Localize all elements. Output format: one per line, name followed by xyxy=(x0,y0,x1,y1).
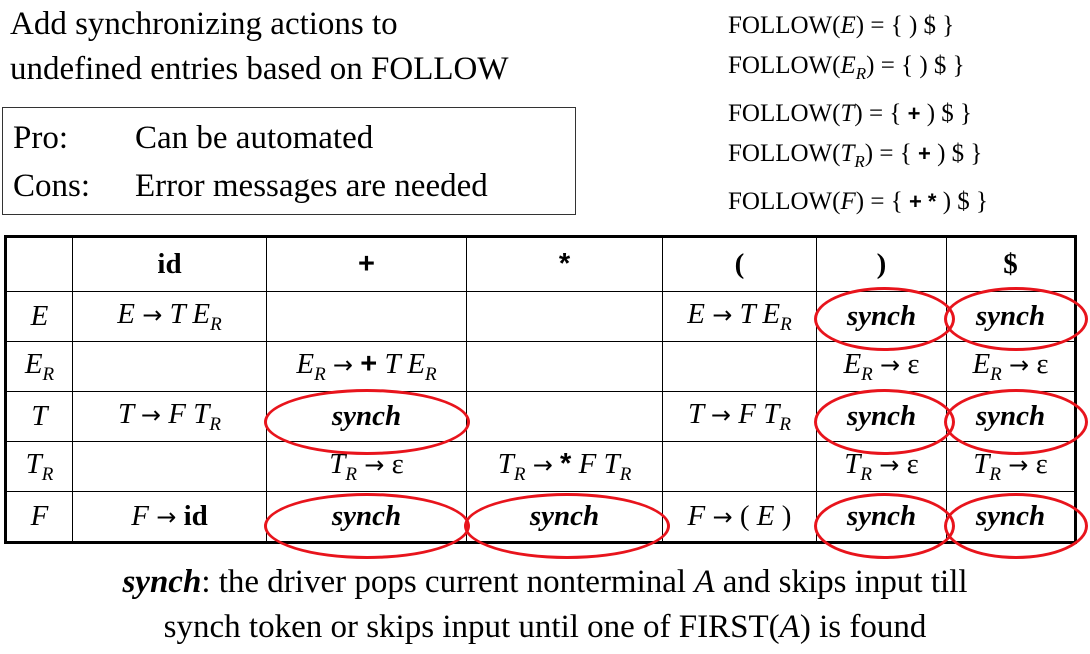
follow-line-tr: FOLLOW(TR) = { + ) $ } xyxy=(728,140,983,171)
intro-text: Add synchronizing actions to undefined e… xyxy=(10,2,509,92)
intro-line-1: Add synchronizing actions to xyxy=(10,6,398,42)
table-row: TR TR → ε TR → * F TR TR → ε TR → ε xyxy=(5,441,1076,492)
pro-row: Pro: Can be automated xyxy=(3,114,575,162)
row-label-e: E xyxy=(5,291,73,342)
footer-line-1: synch: the driver pops current nontermin… xyxy=(122,564,968,600)
table-row: T T → F TR synch T → F TR synch synch xyxy=(5,391,1076,442)
cell-f-star: synch xyxy=(466,491,663,543)
header-dollar: $ xyxy=(946,236,1076,292)
cell-t-plus: synch xyxy=(266,391,467,442)
header-id: id xyxy=(72,236,267,292)
cell-tr-lparen xyxy=(662,441,817,492)
pro-text: Can be automated xyxy=(135,120,374,156)
cell-e-lparen: E → T ER xyxy=(662,291,817,342)
follow-sets: FOLLOW(E) = { ) $ } FOLLOW(ER) = { ) $ }… xyxy=(728,6,988,222)
table-row: E E → T ER E → T ER synch synch xyxy=(5,291,1076,342)
cell-er-dollar: ER → ε xyxy=(946,341,1076,392)
cell-e-dollar: synch xyxy=(946,291,1076,342)
parse-table: id + * ( ) $ E E → T ER E → T ER synch s… xyxy=(4,235,1077,544)
cons-row: Cons: Error messages are needed xyxy=(3,162,575,210)
cons-label: Cons: xyxy=(13,168,91,204)
cell-f-plus: synch xyxy=(266,491,467,543)
cell-f-rparen: synch xyxy=(816,491,947,543)
follow-line-er: FOLLOW(ER) = { ) $ } xyxy=(728,52,965,83)
cell-tr-star: TR → * F TR xyxy=(466,441,663,492)
pro-cons-box: Pro: Can be automated Cons: Error messag… xyxy=(2,107,576,215)
cell-er-plus: ER → + T ER xyxy=(266,341,467,392)
follow-line-t: FOLLOW(T) = { + ) $ } xyxy=(728,100,973,127)
cell-t-dollar: synch xyxy=(946,391,1076,442)
table-row: ER ER → + T ER ER → ε ER → ε xyxy=(5,341,1076,392)
header-lparen: ( xyxy=(662,236,817,292)
cell-e-plus xyxy=(266,291,467,342)
row-label-er: ER xyxy=(5,341,73,392)
cell-t-id: T → F TR xyxy=(72,391,267,442)
header-star: * xyxy=(466,236,663,292)
cons-text: Error messages are needed xyxy=(135,168,488,204)
cell-t-rparen: synch xyxy=(816,391,947,442)
cell-er-lparen xyxy=(662,341,817,392)
footer-line-2: synch token or skips input until one of … xyxy=(163,609,927,645)
follow-line-e: FOLLOW(E) = { ) $ } xyxy=(728,12,955,39)
cell-tr-dollar: TR → ε xyxy=(946,441,1076,492)
row-label-t: T xyxy=(5,391,73,442)
cell-tr-id xyxy=(72,441,267,492)
header-row: id + * ( ) $ xyxy=(5,236,1076,292)
header-corner xyxy=(5,236,73,292)
header-plus: + xyxy=(266,236,467,292)
cell-t-lparen: T → F TR xyxy=(662,391,817,442)
header-rparen: ) xyxy=(816,236,947,292)
cell-e-rparen: synch xyxy=(816,291,947,342)
cell-tr-rparen: TR → ε xyxy=(816,441,947,492)
cell-f-id: F → id xyxy=(72,491,267,543)
cell-er-rparen: ER → ε xyxy=(816,341,947,392)
intro-line-2: undefined entries based on FOLLOW xyxy=(10,51,509,87)
cell-f-lparen: F → ( E ) xyxy=(662,491,817,543)
cell-e-id: E → T ER xyxy=(72,291,267,342)
cell-er-id xyxy=(72,341,267,392)
table-row: F F → id synch synch F → ( E ) synch syn… xyxy=(5,491,1076,543)
cell-tr-plus: TR → ε xyxy=(266,441,467,492)
row-label-tr: TR xyxy=(5,441,73,492)
row-label-f: F xyxy=(5,491,73,543)
cell-t-star xyxy=(466,391,663,442)
follow-line-f: FOLLOW(F) = { + * ) $ } xyxy=(728,188,989,215)
cell-er-star xyxy=(466,341,663,392)
cell-e-star xyxy=(466,291,663,342)
cell-f-dollar: synch xyxy=(946,491,1076,543)
synch-explanation: synch: the driver pops current nontermin… xyxy=(0,560,1090,650)
pro-label: Pro: xyxy=(13,120,69,156)
